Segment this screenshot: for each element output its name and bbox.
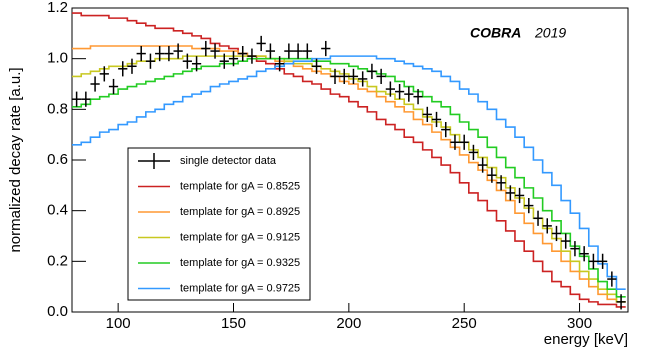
legend-label: template for gA = 0.9325 <box>180 257 300 269</box>
legend: single detector data template for gA = 0.… <box>138 153 300 294</box>
x-tick-label: 300 <box>567 315 592 332</box>
template-step <box>72 12 626 308</box>
y-tick-label: 0.2 <box>47 252 68 269</box>
x-axis-label: energy [keV] <box>544 331 628 348</box>
legend-label: single detector data <box>180 155 277 167</box>
y-tick-label: 0.4 <box>47 202 68 219</box>
y-tick-label: 0.8 <box>47 100 68 117</box>
y-tick-label: 0.0 <box>47 303 68 320</box>
annotation-year: 2019 <box>534 25 566 41</box>
legend-label: template for gA = 0.9125 <box>180 231 300 243</box>
y-axis-label: normalized decay rate [a.u.] <box>7 67 24 252</box>
legend-label: template for gA = 0.8925 <box>180 206 300 218</box>
legend-label: template for gA = 0.8525 <box>180 180 300 192</box>
x-tick-label: 150 <box>221 315 246 332</box>
y-tick-label: 1.0 <box>47 50 68 67</box>
legend-label: template for gA = 0.9725 <box>180 282 300 294</box>
x-tick-label: 100 <box>106 315 131 332</box>
template-step <box>72 45 626 303</box>
legend-box <box>127 147 311 301</box>
annotation: COBRA <box>470 25 521 41</box>
y-tick-label: 1.2 <box>47 0 68 16</box>
y-tick-label: 0.6 <box>47 151 68 168</box>
template-step <box>72 55 626 290</box>
x-tick-label: 250 <box>452 315 477 332</box>
x-tick-label: 200 <box>336 315 361 332</box>
